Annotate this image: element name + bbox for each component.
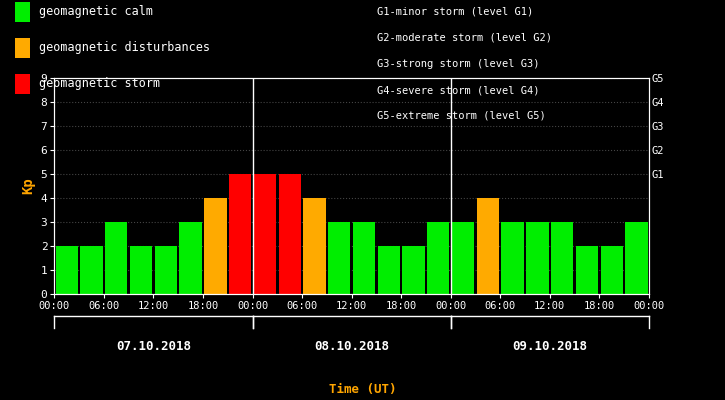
Text: geomagnetic storm: geomagnetic storm bbox=[39, 78, 160, 90]
Text: 09.10.2018: 09.10.2018 bbox=[513, 340, 587, 353]
Bar bbox=[402, 246, 425, 294]
Text: geomagnetic disturbances: geomagnetic disturbances bbox=[39, 42, 210, 54]
Text: 08.10.2018: 08.10.2018 bbox=[314, 340, 389, 353]
Bar bbox=[278, 174, 301, 294]
Bar bbox=[378, 246, 400, 294]
Bar bbox=[353, 222, 375, 294]
Text: G4-severe storm (level G4): G4-severe storm (level G4) bbox=[377, 85, 539, 95]
Text: geomagnetic calm: geomagnetic calm bbox=[39, 6, 153, 18]
Bar bbox=[254, 174, 276, 294]
Bar bbox=[154, 246, 177, 294]
Bar bbox=[477, 198, 499, 294]
Text: G3-strong storm (level G3): G3-strong storm (level G3) bbox=[377, 59, 539, 69]
Bar bbox=[204, 198, 226, 294]
Bar bbox=[130, 246, 152, 294]
Bar bbox=[502, 222, 523, 294]
Bar bbox=[600, 246, 623, 294]
Bar bbox=[626, 222, 647, 294]
Text: G5-extreme storm (level G5): G5-extreme storm (level G5) bbox=[377, 111, 546, 121]
Bar bbox=[551, 222, 573, 294]
Y-axis label: Kp: Kp bbox=[21, 178, 35, 194]
Bar bbox=[56, 246, 78, 294]
Text: Time (UT): Time (UT) bbox=[328, 383, 397, 396]
Text: G2-moderate storm (level G2): G2-moderate storm (level G2) bbox=[377, 33, 552, 43]
Bar bbox=[229, 174, 252, 294]
Bar bbox=[576, 246, 598, 294]
Bar bbox=[427, 222, 450, 294]
Bar bbox=[80, 246, 103, 294]
Bar bbox=[303, 198, 326, 294]
Text: 07.10.2018: 07.10.2018 bbox=[116, 340, 191, 353]
Bar bbox=[328, 222, 350, 294]
Bar bbox=[452, 222, 474, 294]
Bar bbox=[180, 222, 202, 294]
Bar bbox=[105, 222, 128, 294]
Bar bbox=[526, 222, 549, 294]
Text: G1-minor storm (level G1): G1-minor storm (level G1) bbox=[377, 7, 534, 17]
